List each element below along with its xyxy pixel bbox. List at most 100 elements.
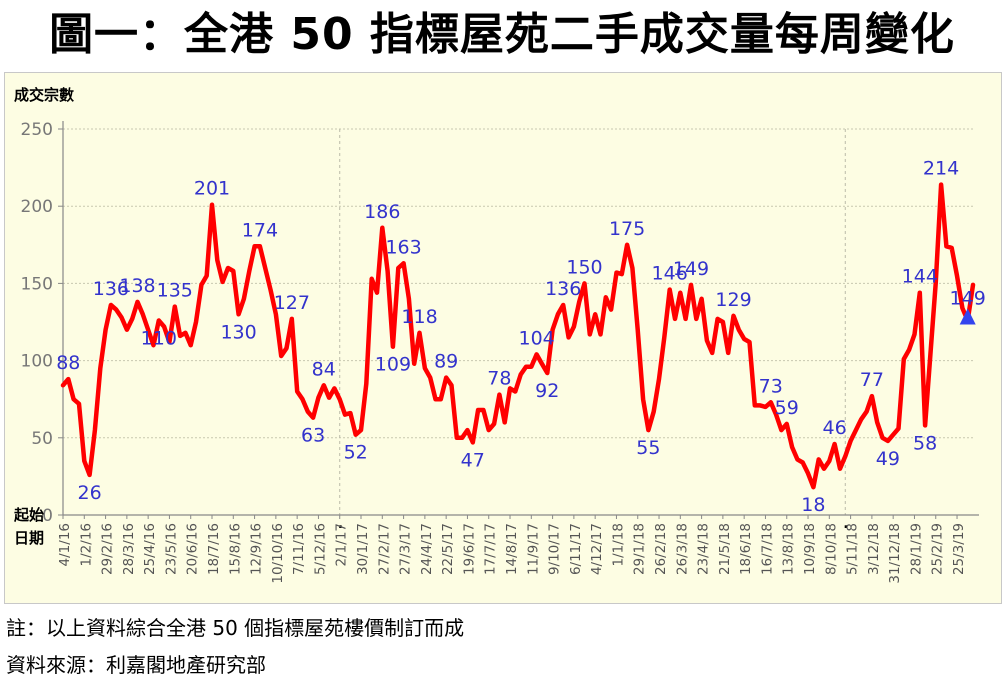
data-label: 186: [364, 201, 400, 223]
data-label: 130: [220, 321, 256, 343]
data-label: 77: [860, 369, 884, 391]
footnote: 註：以上資料綜合全港 50 個指標屋苑樓價制訂而成: [6, 616, 465, 640]
x-tick-label: 30/1/17: [355, 523, 371, 575]
x-tick-label: 4/1/16: [57, 523, 73, 566]
data-label: 109: [375, 354, 411, 376]
x-tick-label: 13/8/18: [781, 523, 797, 575]
x-tick-label: 8/10/18: [823, 523, 839, 575]
x-tick-label: 5/12/16: [312, 523, 328, 575]
data-label: 46: [823, 417, 847, 439]
x-tick-label: 10/9/18: [802, 523, 818, 575]
x-tick-label: 4/12/17: [589, 523, 605, 575]
x-tick-label: 18/7/16: [206, 523, 222, 575]
data-label: 26: [78, 482, 102, 504]
y-tick-labels: 0 50 100 150 200 250: [21, 120, 53, 526]
data-label: 138: [119, 275, 155, 297]
x-tick-label: 28/1/19: [908, 523, 924, 575]
x-tick-label: 28/3/16: [121, 523, 137, 575]
data-label: 73: [759, 375, 783, 397]
x-tick-label: 26/2/18: [653, 523, 669, 575]
x-tick-label: 19/6/17: [461, 523, 477, 575]
data-label: 175: [609, 218, 645, 240]
x-axis-label-line1: 起始: [13, 506, 44, 524]
x-tick-label: 26/3/18: [674, 523, 690, 575]
data-label: 150: [566, 256, 602, 278]
data-label: 129: [715, 289, 751, 311]
data-label: 135: [157, 280, 193, 302]
x-tick-label: 3/12/18: [866, 523, 882, 575]
x-tick-label: 9/10/17: [547, 523, 563, 575]
data-label: 49: [876, 448, 900, 470]
grid-lines: ..: [63, 128, 973, 532]
data-label: 58: [913, 432, 937, 454]
data-series: [60, 182, 976, 490]
chart-title: 圖一：全港 50 指標屋苑二手成交量每周變化: [49, 9, 955, 60]
data-label: 136: [93, 278, 129, 300]
x-tick-label: 25/4/16: [142, 523, 158, 575]
data-label: 163: [385, 236, 421, 258]
data-label: 136: [545, 278, 581, 300]
x-tick-label: 12/9/16: [249, 523, 265, 575]
x-tick-label: 21/5/18: [717, 523, 733, 575]
data-label: 146: [652, 263, 688, 285]
data-label: 18: [801, 494, 825, 516]
x-tick-label: 23/5/16: [163, 523, 179, 575]
line-chart: .. 0 50 100 150 200 250 4/1/16 1/2/16 29/2/16 28…: [13, 86, 986, 584]
data-label: 47: [461, 449, 485, 471]
x-tick-label: 2/1/17: [334, 523, 350, 566]
data-label: 52: [344, 442, 368, 464]
x-tick-label: 23/4/18: [696, 523, 712, 575]
x-tick-label: 1/2/16: [78, 523, 94, 566]
x-tick-label: 1/1/18: [610, 523, 626, 566]
x-tick-label: 10/10/16: [270, 523, 286, 584]
data-label: 59: [775, 397, 799, 419]
data-label: 214: [923, 158, 959, 180]
x-axis-label-line2: 日期: [14, 529, 44, 547]
x-tick-label: 6/11/17: [568, 523, 584, 575]
x-tick-label: 29/1/18: [632, 523, 648, 575]
x-tick-label: 14/8/17: [504, 523, 520, 575]
data-label: 149: [673, 258, 709, 280]
x-tick-label: 20/6/16: [185, 523, 201, 575]
x-tick-label: 29/2/16: [100, 523, 116, 575]
x-tick-label: 5/11/18: [845, 523, 861, 575]
y-tick-label: 200: [21, 197, 53, 217]
y-axis-label: 成交宗數: [14, 86, 74, 104]
x-tick-label: 11/9/17: [525, 523, 541, 575]
x-tick-label: 17/7/17: [483, 523, 499, 575]
x-tick-label: 7/11/16: [291, 523, 307, 575]
axes: [58, 121, 979, 519]
x-tick-label: 25/2/19: [930, 523, 946, 575]
x-tick-label: 31/12/18: [887, 523, 903, 584]
x-tick-label: 27/3/17: [398, 523, 414, 575]
data-label: 63: [301, 425, 325, 447]
x-tick-label: 16/7/18: [759, 523, 775, 575]
data-label: 104: [518, 327, 554, 349]
data-labels: 8826136138110135201130174127638452186109…: [56, 158, 986, 517]
y-tick-label: 150: [21, 274, 53, 294]
data-label: 89: [434, 351, 458, 373]
x-tick-label: 18/6/18: [738, 523, 754, 575]
data-label: 118: [401, 306, 437, 328]
data-label: 174: [242, 219, 278, 241]
year-marker: .: [338, 516, 343, 532]
year-marker: .: [843, 516, 848, 532]
x-tick-label: 25/3/19: [951, 523, 967, 575]
latest-marker-triangle: [959, 308, 976, 325]
x-tick-labels: 4/1/16 1/2/16 29/2/16 28/3/16 25/4/16 23/5/16…: [57, 523, 967, 584]
data-label: 144: [902, 266, 938, 288]
data-label: 92: [535, 380, 559, 402]
chart-area: .. 0 50 100 150 200 250 4/1/16 1/2/16 29/2/16 28…: [4, 72, 1002, 604]
data-label: 84: [312, 358, 336, 380]
data-label: 149: [950, 287, 986, 309]
data-label: 78: [487, 368, 511, 390]
y-tick-label: 50: [31, 429, 53, 449]
y-tick-label: 100: [21, 352, 53, 372]
x-tick-label: 15/8/16: [227, 523, 243, 575]
data-label: 110: [141, 327, 177, 349]
y-tick-label: 250: [21, 120, 53, 140]
data-label: 88: [56, 352, 80, 374]
data-label: 201: [194, 178, 230, 200]
x-tick-label: 22/5/17: [440, 523, 456, 575]
data-label: 127: [274, 292, 310, 314]
